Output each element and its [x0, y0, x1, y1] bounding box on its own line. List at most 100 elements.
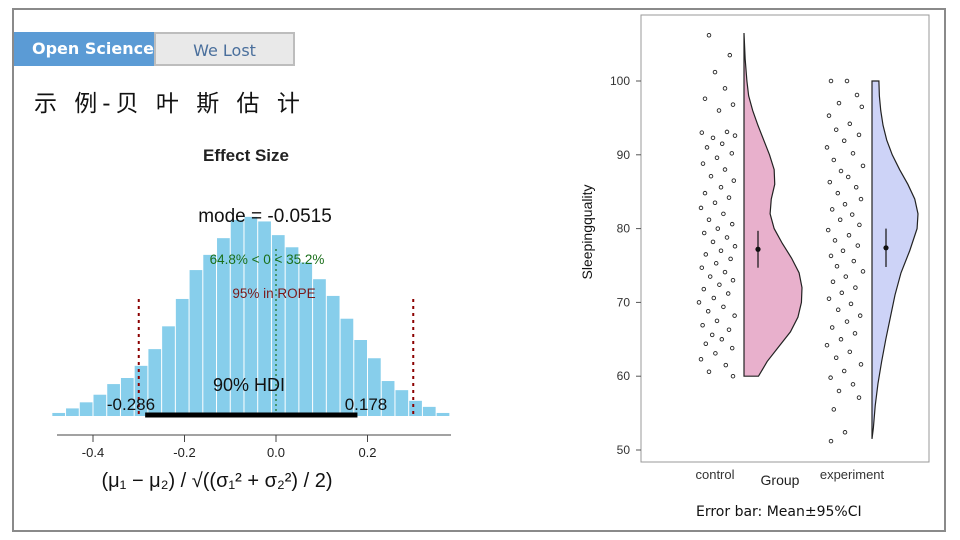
x-axis-formula: (μ₁ − μ₂) / √((σ₁² + σ₂²) / 2) [101, 470, 332, 492]
histogram-bar [313, 279, 326, 416]
experiment-category-label: experiment [820, 467, 885, 482]
control-data-point [716, 108, 722, 113]
experiment-data-point [824, 342, 830, 348]
control-data-point [719, 337, 725, 342]
slide-title: 示 例-贝 叶 斯 估 计 [34, 91, 305, 117]
experiment-data-point [829, 207, 835, 212]
tab-open-science[interactable]: Open Science [14, 32, 154, 66]
mode-annotation: mode = -0.0515 [198, 206, 332, 227]
hdi-low-label: -0.286 [107, 395, 155, 414]
x-axis-title: Group [761, 472, 800, 488]
histogram-bar [271, 235, 285, 416]
experiment-data-point [828, 78, 834, 84]
control-data-point [714, 318, 720, 324]
experiment-data-point [829, 325, 835, 330]
tab-we-lost[interactable]: We Lost [154, 32, 295, 66]
histogram-bar [203, 254, 217, 416]
experiment-data-point [839, 290, 845, 296]
control-data-point [713, 261, 719, 266]
experiment-data-point [857, 313, 863, 318]
experiment-data-point [848, 301, 854, 307]
experiment-data-point [828, 375, 833, 380]
control-data-point [717, 282, 722, 287]
experiment-data-point [842, 201, 848, 207]
histogram-bar [217, 238, 230, 416]
histogram-bar [409, 400, 422, 416]
control-data-point [729, 345, 735, 351]
experiment-data-point [830, 279, 836, 284]
experiment-data-point [849, 212, 855, 217]
experiment-data-point [838, 337, 844, 342]
experiment-data-point [843, 274, 849, 279]
experiment-data-point [841, 368, 847, 374]
control-data-point [732, 244, 738, 249]
histogram-bar [66, 408, 79, 416]
control-data-point [722, 269, 728, 275]
experiment-data-point [831, 407, 837, 412]
y-tick-label: 50 [617, 443, 631, 457]
control-data-point [705, 309, 711, 314]
experiment-data-point [858, 362, 864, 367]
experiment-data-point [844, 319, 850, 324]
raincloud-chart: 50 60 70 80 90 100 control experiment Sleeping… [579, 14, 930, 488]
effect-size-chart-background [27, 129, 461, 510]
control-data-point [702, 96, 708, 101]
control-data-point [718, 185, 724, 190]
histogram-bar [244, 216, 258, 416]
experiment-data-point [850, 382, 856, 387]
experiment-data-point [852, 331, 858, 336]
control-data-point [706, 32, 712, 38]
control-data-point [715, 226, 721, 231]
control-data-point [727, 52, 733, 58]
control-data-point [698, 356, 704, 362]
control-data-point [703, 341, 709, 346]
control-data-point [729, 151, 735, 156]
control-data-point [730, 102, 736, 107]
histogram-bar [326, 295, 340, 416]
experiment-data-point [853, 185, 859, 190]
slide-frame [12, 8, 946, 532]
control-data-point [708, 173, 714, 179]
control-data-point [722, 86, 728, 91]
experiment-data-point [847, 121, 853, 127]
control-data-point [706, 217, 712, 222]
experiment-data-point [825, 227, 831, 233]
control-data-point [724, 235, 730, 240]
control-data-point [702, 190, 708, 196]
experiment-data-point [846, 232, 852, 238]
control-data-point [696, 300, 702, 305]
histogram-bar [79, 402, 93, 416]
histogram-bar [340, 318, 354, 416]
x-tick-label: 0.2 [358, 445, 376, 460]
x-tick-label: 0.0 [267, 445, 285, 460]
experiment-mean-point [883, 245, 889, 251]
control-data-point [713, 351, 718, 356]
control-data-point [701, 230, 707, 236]
control-data-point [710, 239, 716, 245]
control-data-point [711, 295, 717, 301]
histogram-bar [175, 298, 189, 416]
experiment-data-point [858, 196, 864, 202]
error-bar-note: Error bar: Mean±95%CI [696, 504, 862, 520]
histogram-bar [148, 349, 162, 416]
experiment-data-point [856, 395, 862, 400]
control-data-point [712, 69, 718, 75]
control-data-point [730, 373, 736, 379]
control-data-point [699, 130, 705, 135]
control-data-point [728, 256, 733, 262]
experiment-data-point [827, 179, 833, 185]
histogram-bar [285, 247, 299, 416]
control-data-point [704, 145, 710, 150]
control-data-point [722, 167, 728, 172]
experiment-data-point [833, 355, 839, 361]
experiment-data-point [837, 217, 843, 222]
control-data-point [709, 332, 715, 338]
experiment-data-point [826, 296, 832, 301]
experiment-data-point [842, 430, 848, 435]
control-data-point [721, 211, 726, 217]
control-data-point [732, 313, 737, 318]
histogram-bar [395, 390, 409, 416]
experiment-data-point [832, 238, 838, 243]
y-axis-title: Sleepingquality [579, 185, 595, 280]
control-data-point [724, 129, 730, 135]
